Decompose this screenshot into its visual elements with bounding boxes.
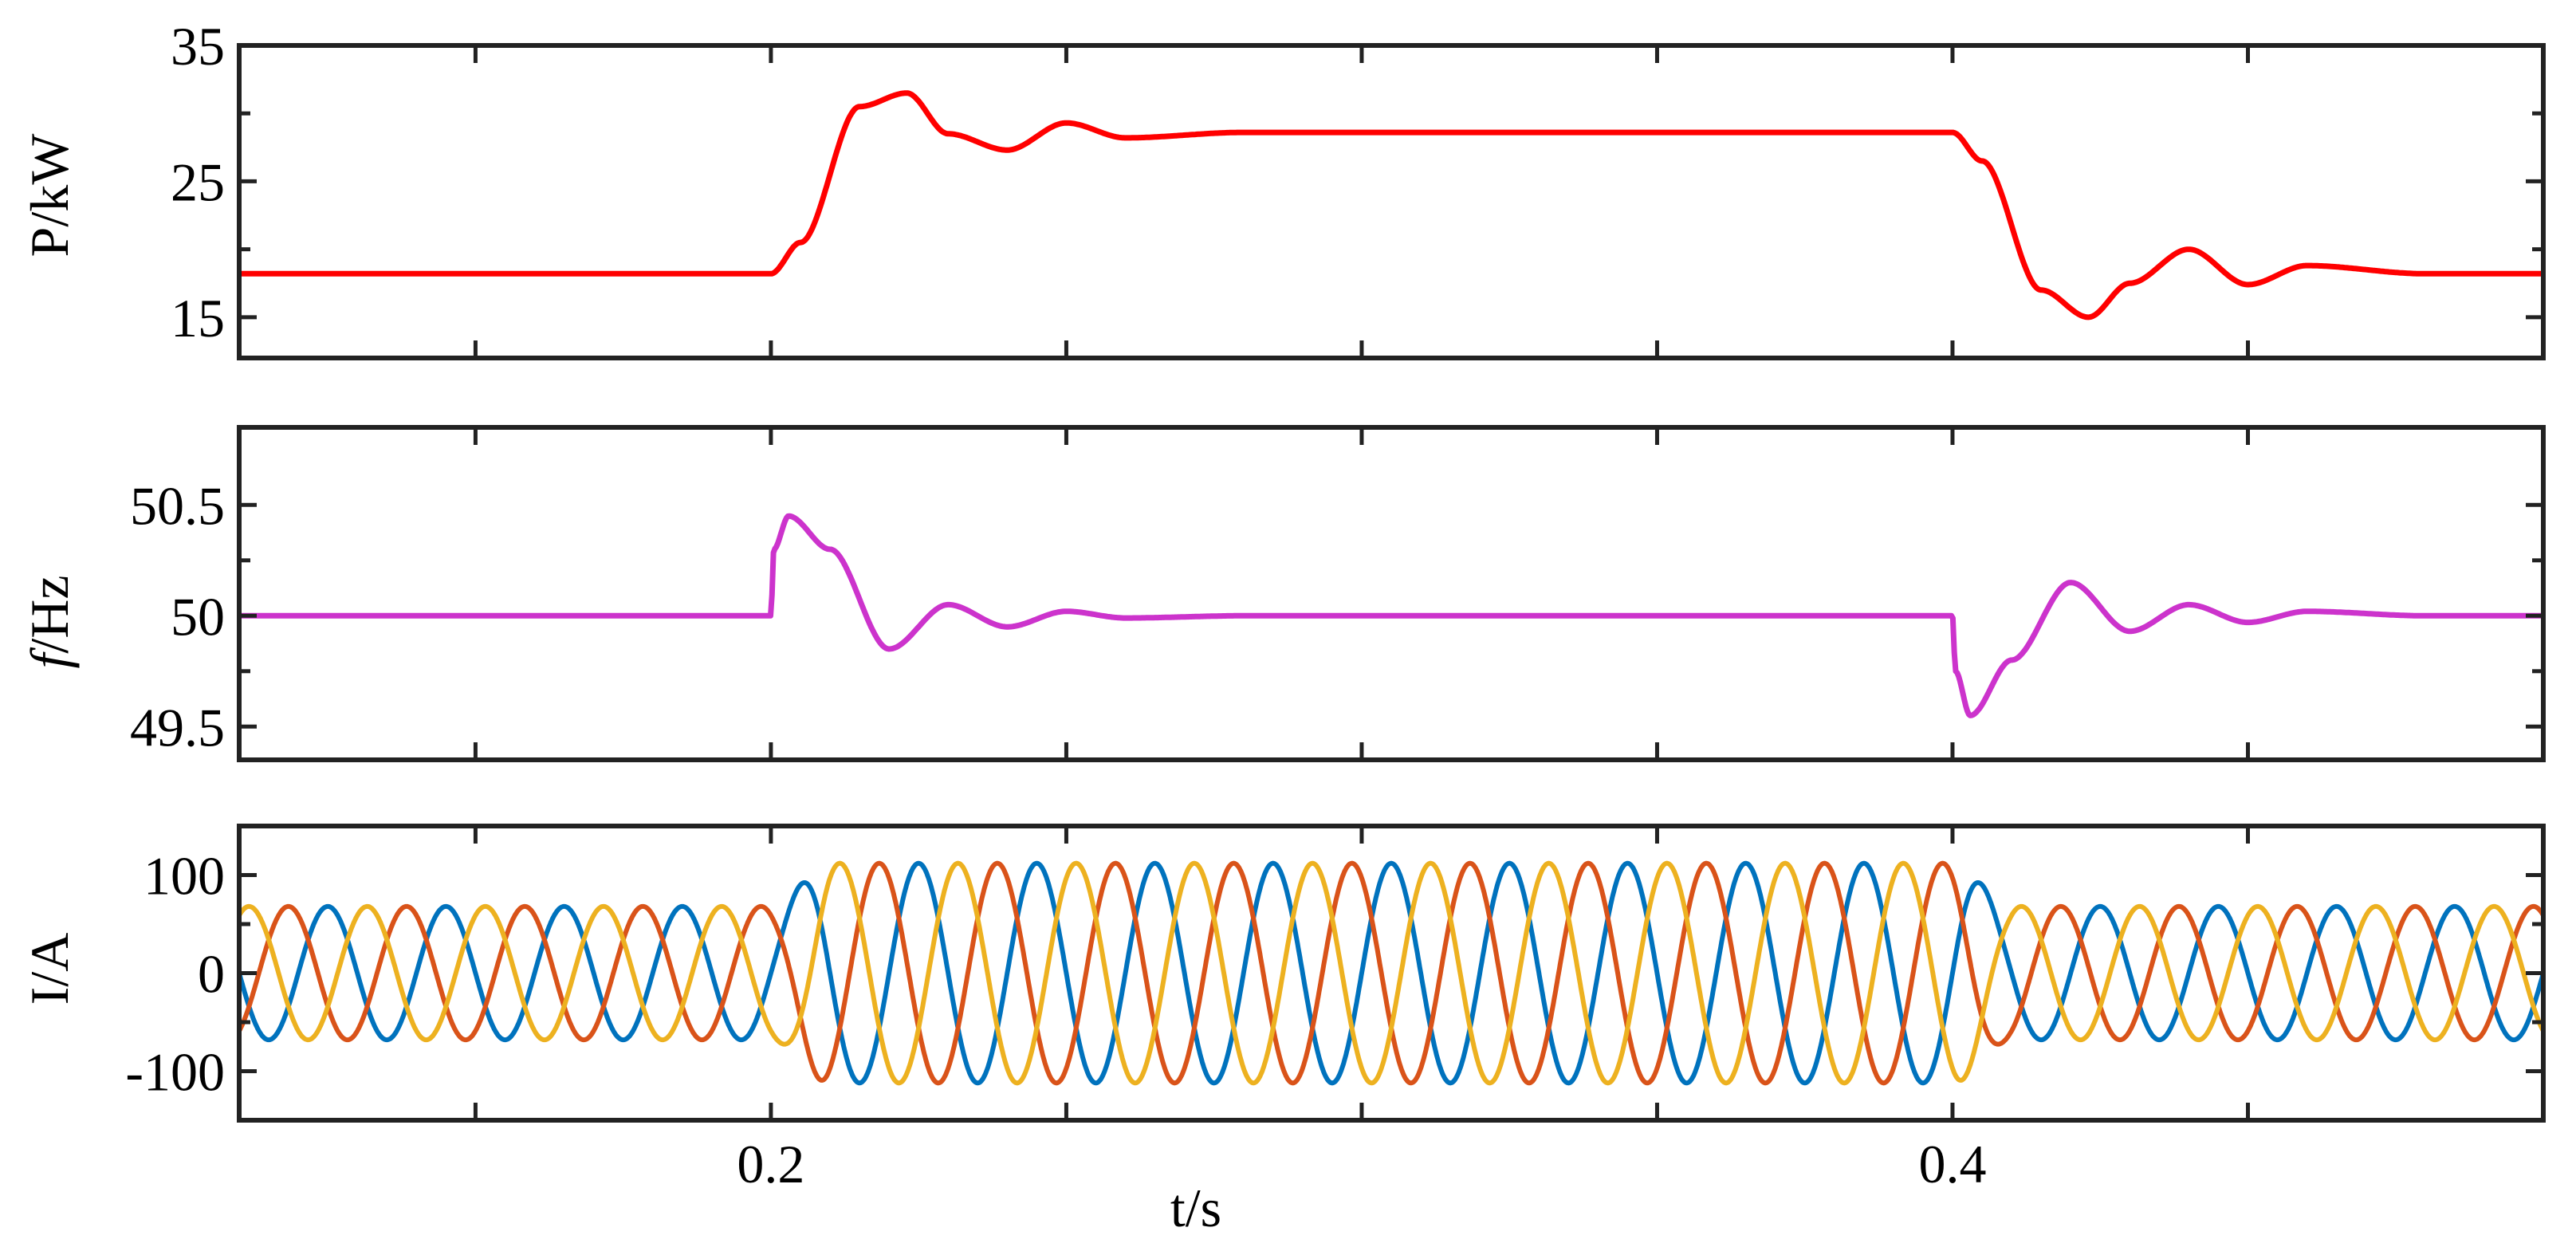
y-tick-label: 50.5 bbox=[130, 475, 225, 536]
panel-frequency: f/Hz 49.5 50 50.5 bbox=[19, 425, 2546, 762]
ylabel-frequency: f/Hz bbox=[19, 575, 80, 668]
series-line-frequency bbox=[239, 513, 2543, 718]
axes-frame bbox=[237, 425, 2546, 762]
y-tick-label: 35 bbox=[171, 16, 225, 77]
y-tick-label: 15 bbox=[171, 288, 225, 348]
panel-current: I/A 0.2 0.4 -100 0 100 t/s bbox=[19, 824, 2546, 1238]
ylabel-current: I/A bbox=[19, 933, 80, 1005]
y-tick-label: 49.5 bbox=[130, 697, 225, 757]
axes-frame bbox=[237, 43, 2546, 360]
series-group bbox=[239, 513, 2543, 718]
y-tick-label: -100 bbox=[125, 1042, 225, 1103]
ylabel-frequency-rest: /Hz bbox=[19, 575, 80, 653]
y-tick-label: 100 bbox=[144, 846, 225, 907]
y-tick-label: 25 bbox=[171, 151, 225, 212]
panel-power: P/kW 15 25 35 bbox=[19, 16, 2546, 360]
series-line-phase-3 bbox=[239, 860, 2543, 1086]
y-tick-label: 50 bbox=[171, 586, 225, 647]
plot-area-power: 15 25 35 bbox=[171, 16, 2546, 360]
y-tick-label: 0 bbox=[198, 944, 225, 1005]
series-group bbox=[239, 860, 2543, 1086]
plot-area-frequency: 49.5 50 50.5 bbox=[130, 425, 2546, 762]
plot-area-current: 0.2 0.4 -100 0 100 bbox=[125, 824, 2546, 1194]
series-line-phase-2 bbox=[239, 860, 2543, 1086]
series-line-power bbox=[239, 90, 2543, 321]
ylabel-power: P/kW bbox=[19, 133, 80, 258]
x-tick-label: 0.4 bbox=[1918, 1134, 1986, 1194]
series-group bbox=[239, 90, 2543, 321]
xlabel: t/s bbox=[1170, 1178, 1221, 1238]
x-tick-label: 0.2 bbox=[737, 1134, 804, 1194]
axes-frame bbox=[237, 824, 2546, 1123]
series-line-phase-1 bbox=[239, 860, 2543, 1086]
